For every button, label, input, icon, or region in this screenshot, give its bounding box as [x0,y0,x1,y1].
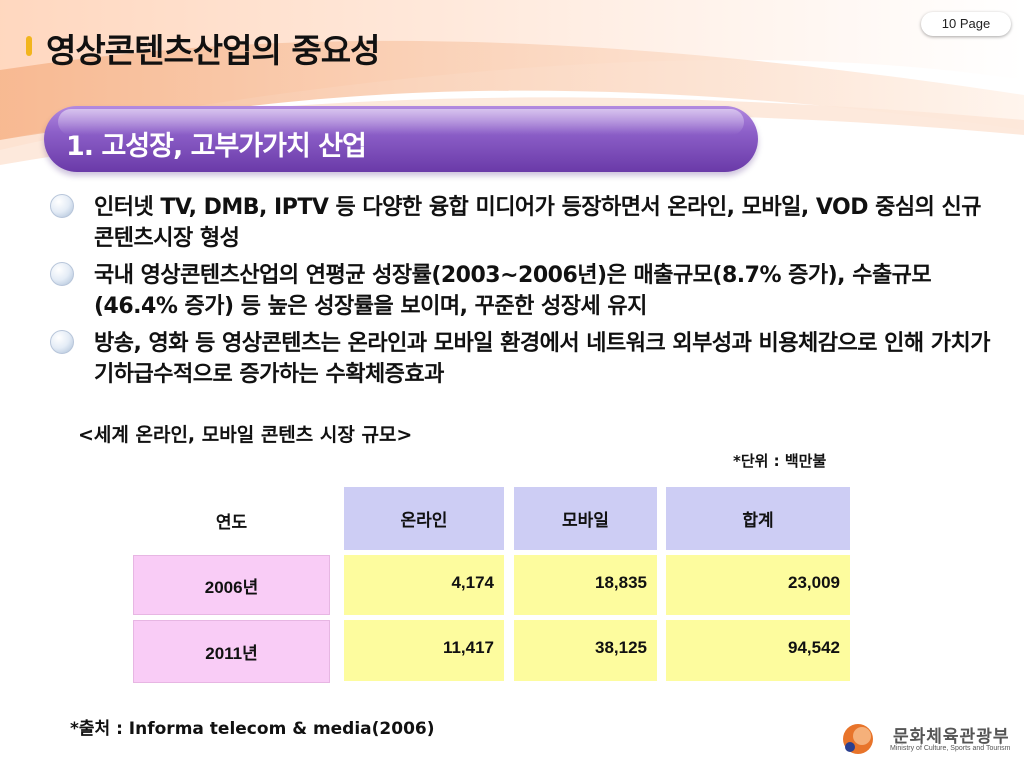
table-caption: <세계 온라인, 모바일 콘텐츠 시장 규모> [78,424,413,446]
table-header-year: 연도 [215,512,248,532]
section-banner [44,106,758,172]
page-number-badge: 10 Page [921,12,1011,36]
table-header-mobile: 모바일 [514,487,657,550]
bullet-text: 국내 영상콘텐츠산업의 연평균 성장률(2003~2006년)은 매출규모(8.… [94,263,932,319]
ministry-name: 문화체육관광부 [893,727,1010,747]
list-item: 방송, 영화 등 영상콘텐츠는 온라인과 모바일 환경에서 네트워크 외부성과 … [48,328,998,390]
table-cell-total: 23,009 [666,555,850,615]
table-cell-mobile: 38,125 [514,620,657,681]
table-cell-year: 2011년 [133,620,330,683]
table-cell-total: 94,542 [666,620,850,681]
list-item: 국내 영상콘텐츠산업의 연평균 성장률(2003~2006년)은 매출규모(8.… [48,260,998,322]
table-header-total: 합계 [666,487,850,550]
table-cell-mobile: 18,835 [514,555,657,615]
ministry-subtitle: Ministry of Culture, Sports and Tourism [890,745,1011,752]
list-item: 인터넷 TV, DMB, IPTV 등 다양한 융합 미디어가 등장하면서 온라… [48,192,998,254]
bullet-icon [50,194,74,218]
bullet-icon [50,330,74,354]
title-marker [26,36,32,56]
ministry-emblem-icon [843,724,873,754]
page-title: 영상콘텐츠산업의 중요성 [46,31,380,70]
unit-note: *단위 : 백만불 [733,452,827,470]
bullet-list: 인터넷 TV, DMB, IPTV 등 다양한 융합 미디어가 등장하면서 온라… [48,192,998,396]
table-cell-year: 2006년 [133,555,330,615]
section-title: 1. 고성장, 고부가가치 산업 [66,131,367,162]
source-note: *출처 : Informa telecom & media(2006) [70,719,435,739]
table-header-online: 온라인 [344,487,504,550]
bullet-icon [50,262,74,286]
bullet-text: 방송, 영화 등 영상콘텐츠는 온라인과 모바일 환경에서 네트워크 외부성과 … [94,331,990,387]
bullet-text: 인터넷 TV, DMB, IPTV 등 다양한 융합 미디어가 등장하면서 온라… [94,195,982,251]
table-cell-online: 11,417 [344,620,504,681]
table-cell-online: 4,174 [344,555,504,615]
